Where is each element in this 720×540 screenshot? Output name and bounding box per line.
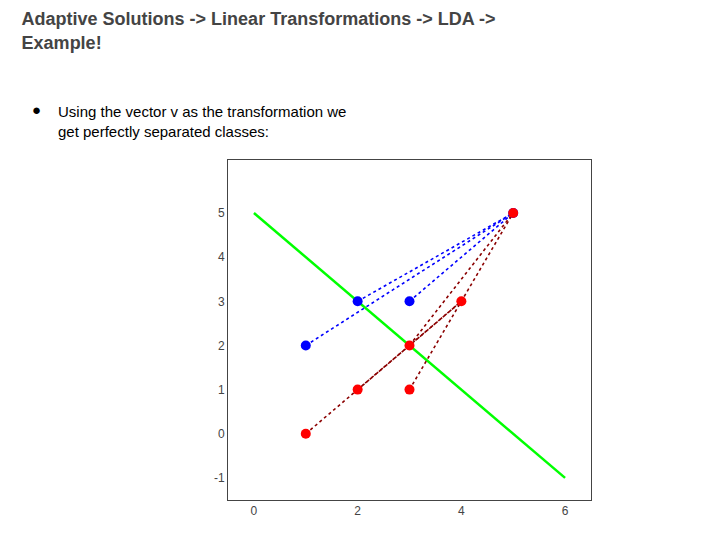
svg-text:-1: -1 (214, 471, 225, 485)
svg-text:0: 0 (251, 504, 258, 518)
svg-text:6: 6 (562, 504, 569, 518)
svg-text:5: 5 (218, 206, 225, 220)
svg-text:2: 2 (354, 504, 361, 518)
svg-text:1: 1 (218, 383, 225, 397)
svg-text:3: 3 (218, 295, 225, 309)
svg-text:4: 4 (458, 504, 465, 518)
svg-text:2: 2 (218, 339, 225, 353)
svg-text:4: 4 (218, 250, 225, 264)
svg-text:Adaptive Solutions -> Linear T: Adaptive Solutions -> Linear Transformat… (22, 9, 496, 52)
svg-text:0: 0 (218, 427, 225, 441)
svg-text:●: ● (32, 101, 41, 118)
svg-text:Using the vector v as the tran: Using the vector v as the transformation… (58, 103, 346, 140)
